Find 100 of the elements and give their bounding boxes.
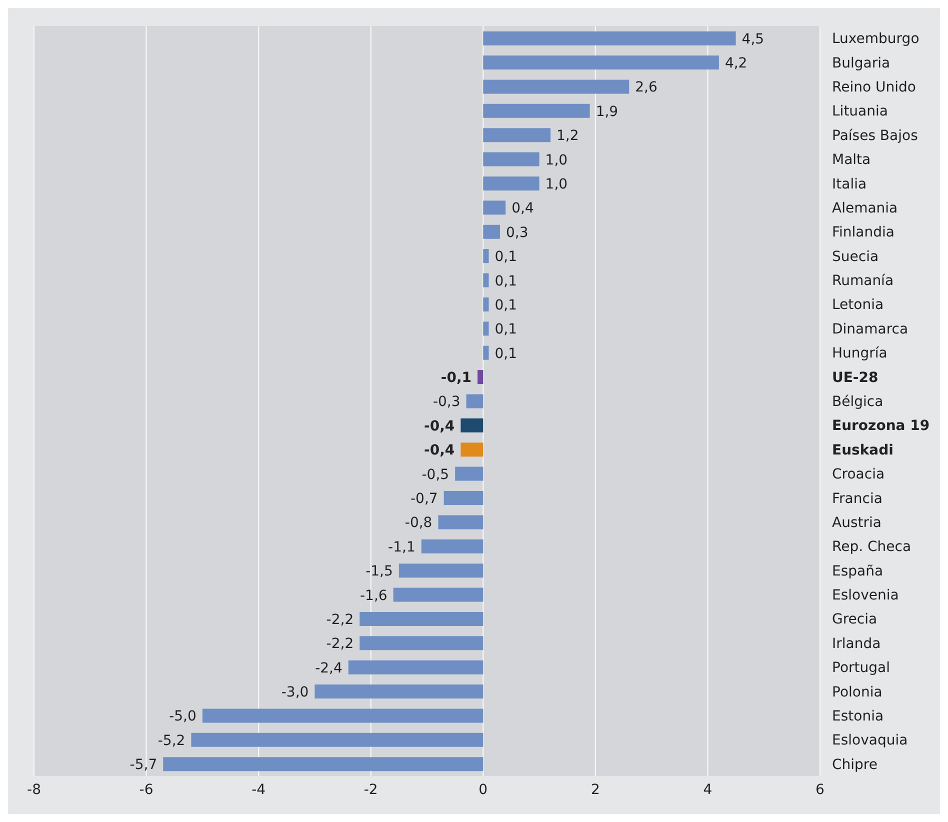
data-label: -5,7 bbox=[130, 757, 158, 774]
y-tick-label: Portugal bbox=[832, 660, 890, 676]
y-tick-label: Chipre bbox=[832, 756, 878, 773]
y-tick-label: Alemania bbox=[832, 200, 898, 216]
y-tick-label: Letonia bbox=[832, 297, 884, 314]
bar bbox=[483, 80, 630, 94]
y-tick-label: España bbox=[832, 563, 884, 580]
data-label: 0,1 bbox=[494, 322, 518, 338]
data-label: -2,2 bbox=[326, 612, 354, 628]
data-label: 0,1 bbox=[494, 297, 518, 314]
x-tick-label: 4 bbox=[703, 782, 712, 798]
bar bbox=[483, 322, 489, 336]
data-label: 1,2 bbox=[556, 128, 579, 144]
data-label: 4,5 bbox=[742, 31, 764, 48]
data-label: -2,2 bbox=[326, 636, 354, 652]
bar bbox=[483, 200, 506, 215]
data-label: 4,2 bbox=[724, 56, 748, 72]
bar bbox=[483, 104, 590, 118]
data-label: -5,2 bbox=[158, 732, 186, 749]
bar bbox=[483, 273, 489, 288]
bar bbox=[348, 660, 484, 674]
bar bbox=[460, 418, 484, 432]
x-tick-label: 6 bbox=[816, 782, 825, 798]
bar bbox=[483, 128, 551, 142]
data-label: -1,1 bbox=[388, 539, 416, 556]
bar bbox=[483, 56, 719, 70]
y-tick-label: Austria bbox=[832, 514, 882, 531]
data-label: 2,6 bbox=[635, 80, 658, 96]
y-tick-label: Croacia bbox=[832, 466, 885, 483]
data-label: -0,3 bbox=[432, 394, 460, 410]
bar bbox=[191, 732, 484, 747]
bar bbox=[483, 346, 489, 360]
data-label: 1,0 bbox=[545, 176, 568, 192]
bar bbox=[421, 539, 484, 554]
data-label: -3,0 bbox=[281, 684, 309, 701]
bar bbox=[483, 152, 540, 166]
y-tick-label: Reino Unido bbox=[832, 79, 916, 96]
y-tick-label: Francia bbox=[832, 490, 882, 507]
y-tick-label: Italia bbox=[832, 176, 867, 192]
x-tick-label: -2 bbox=[364, 782, 378, 798]
x-tick-label: -4 bbox=[252, 782, 266, 798]
y-tick-label: Países Bajos bbox=[832, 128, 918, 144]
data-label: -5,0 bbox=[169, 708, 196, 725]
bar bbox=[360, 612, 484, 626]
x-tick-label: 2 bbox=[590, 782, 600, 798]
bar bbox=[163, 757, 484, 772]
y-tick-label: Hungría bbox=[832, 346, 888, 362]
bar bbox=[314, 684, 484, 699]
data-label: -0,4 bbox=[424, 442, 455, 459]
bar bbox=[483, 297, 489, 312]
data-label: 0,4 bbox=[512, 200, 534, 217]
data-label: -2,4 bbox=[315, 660, 342, 676]
x-tick-label: -6 bbox=[139, 782, 154, 798]
y-tick-label: Eurozona 19 bbox=[832, 418, 930, 434]
y-tick-label: Estonia bbox=[832, 708, 884, 725]
data-label: 0,3 bbox=[506, 224, 528, 241]
y-tick-label: Suecia bbox=[832, 248, 879, 265]
y-tick-label: Bulgaria bbox=[832, 55, 890, 72]
bar bbox=[483, 249, 489, 264]
bar bbox=[202, 708, 484, 723]
data-label: 0,1 bbox=[494, 273, 518, 290]
y-tick-label: Polonia bbox=[832, 684, 882, 700]
data-label: 0,1 bbox=[494, 346, 518, 362]
bar bbox=[466, 394, 484, 408]
data-label: -0,7 bbox=[410, 491, 438, 507]
bar bbox=[455, 466, 484, 481]
bar bbox=[483, 224, 500, 239]
data-label: 1,0 bbox=[545, 152, 568, 168]
bar bbox=[460, 442, 484, 457]
y-tick-label: Dinamarca bbox=[832, 321, 908, 338]
bar bbox=[393, 588, 484, 602]
data-label: 1,9 bbox=[596, 104, 618, 120]
y-tick-label: Euskadi bbox=[832, 442, 894, 458]
bar bbox=[483, 176, 540, 190]
y-tick-label: Malta bbox=[832, 152, 871, 168]
y-tick-label: Bélgica bbox=[832, 394, 884, 410]
x-tick-label: -8 bbox=[27, 782, 41, 798]
y-tick-label: Luxemburgo bbox=[832, 31, 920, 48]
y-tick-label: Rep. Checa bbox=[832, 539, 912, 556]
bar bbox=[483, 31, 736, 46]
bar bbox=[438, 515, 484, 530]
y-tick-label: Eslovaquia bbox=[832, 732, 908, 749]
y-tick-label: Irlanda bbox=[832, 636, 881, 652]
y-tick-label: Eslovenia bbox=[832, 588, 899, 604]
y-tick-label: Grecia bbox=[832, 612, 878, 628]
bar bbox=[478, 370, 484, 384]
bar bbox=[444, 491, 484, 505]
data-label: -1,6 bbox=[360, 588, 388, 604]
data-label: -0,5 bbox=[422, 466, 450, 483]
y-tick-label: Rumanía bbox=[832, 273, 894, 290]
x-tick-label: 0 bbox=[478, 782, 488, 798]
bar bbox=[398, 564, 484, 578]
bar bbox=[360, 636, 484, 650]
data-label: -0,8 bbox=[404, 515, 432, 532]
data-label: -1,5 bbox=[366, 564, 393, 580]
data-label: 0,1 bbox=[494, 249, 518, 266]
y-tick-label: Finlandia bbox=[832, 224, 894, 241]
y-tick-label: Lituania bbox=[832, 104, 888, 120]
y-tick-label: UE-28 bbox=[832, 370, 878, 386]
data-label: -0,1 bbox=[440, 370, 472, 386]
